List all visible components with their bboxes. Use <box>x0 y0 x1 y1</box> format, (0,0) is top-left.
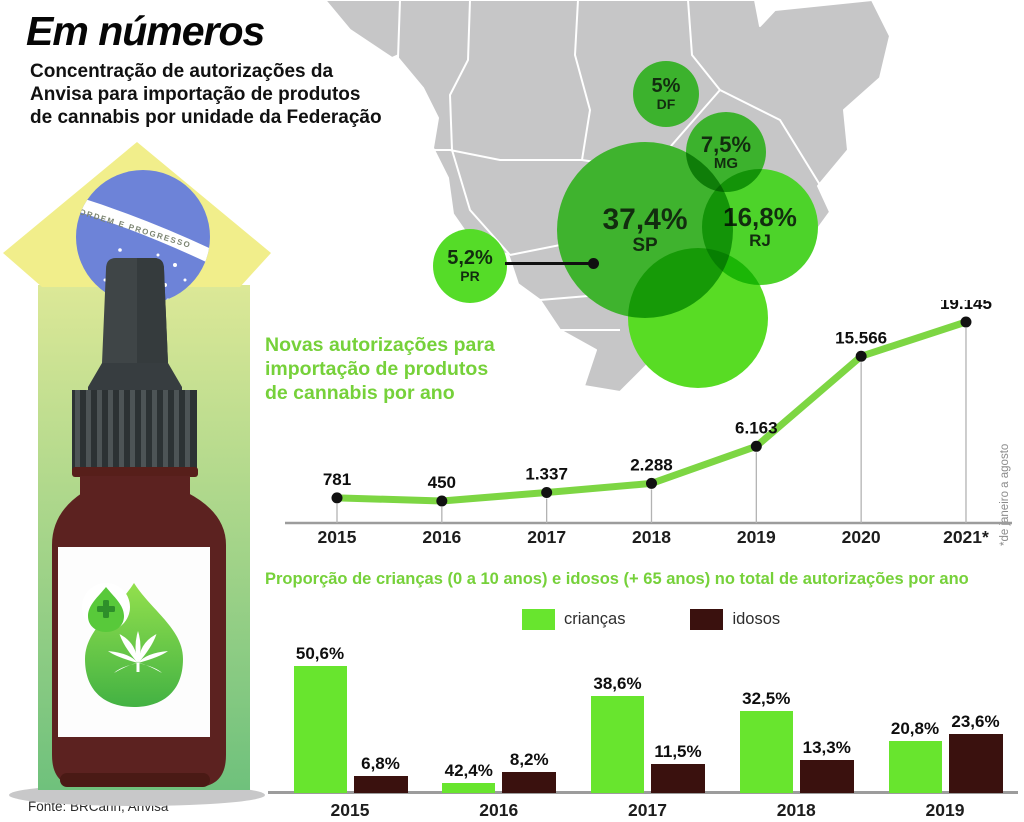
medical-cross-icon <box>97 600 115 618</box>
state-bubbles-layer: 37,4% SP 16,8% RJ 7,5% MG 5% DF 5,2% PR <box>0 0 1024 400</box>
dropper-collar <box>88 363 182 390</box>
bubble-state: DF <box>656 96 676 113</box>
idosos-legend-swatch <box>690 609 724 630</box>
bubble-state: PR <box>460 268 480 285</box>
bottle-bottom-shade <box>60 773 210 787</box>
bar-idosos-2016 <box>502 772 557 793</box>
data-point-label: 19.145 <box>940 300 992 313</box>
x-axis-year: 2018 <box>632 527 671 547</box>
bar-year-2018: 2018 <box>776 800 816 820</box>
bubble-value: 37,4% <box>602 203 688 237</box>
bubble-state: SP <box>632 234 658 256</box>
subtitle-line-1: Concentração de autorizações da <box>30 61 334 82</box>
dropper-bulb-shade <box>137 258 168 363</box>
bar-year-2019: 2019 <box>925 800 965 820</box>
bottle-neck <box>80 476 190 496</box>
bar-year-2016: 2016 <box>479 800 519 820</box>
state-bubble-rj: 16,8% RJ <box>702 169 818 285</box>
bar-chart: 50,6% 6,8% 2015 42,4% 8,2% 2016 38,6% 11,5% 2017… <box>268 640 1020 822</box>
pr-connector-line <box>505 262 595 265</box>
x-axis-year: 2019 <box>737 527 776 547</box>
cannabis-leaf-icon <box>108 631 168 673</box>
state-bubble-mg: 7,5% MG <box>686 112 766 192</box>
label-artwork <box>82 583 183 707</box>
data-point-label: 1.337 <box>525 465 568 484</box>
data-point <box>436 495 448 507</box>
bar-label-idosos-2017: 11,5% <box>654 742 702 761</box>
bar-chart-title: Proporção de crianças (0 a 10 anos) e id… <box>265 570 969 588</box>
x-axis-year: 2017 <box>527 527 566 547</box>
data-point-label: 6.163 <box>735 418 778 437</box>
data-point <box>541 487 553 499</box>
x-axis-year: 2016 <box>422 527 461 547</box>
line-title-line-2: importação de produtos <box>265 358 489 380</box>
bubble-value: 5,2% <box>447 247 493 270</box>
bar-label-criancas-2017: 38,6% <box>593 674 642 693</box>
data-point <box>750 440 762 452</box>
bar-label-criancas-2019: 20,8% <box>890 719 940 738</box>
data-point <box>331 492 343 504</box>
bar-idosos-2015 <box>353 776 408 793</box>
state-bubble-df: 5% DF <box>633 61 699 127</box>
pr-connector-dot <box>588 258 599 269</box>
dropper-bottle <box>52 258 226 787</box>
page-subtitle: Concentração de autorizações da Anvisa p… <box>30 60 382 129</box>
bar-criancas-2015 <box>293 666 347 793</box>
bar-label-criancas-2018: 32,5% <box>742 689 791 708</box>
state-bubble-pr: 5,2% PR <box>433 229 507 303</box>
data-point <box>645 477 657 489</box>
bubble-value: 5% <box>651 75 681 98</box>
bar-label-idosos-2018: 13,3% <box>802 738 851 757</box>
bar-criancas-2016 <box>442 783 496 793</box>
bar-year-2017: 2017 <box>628 800 667 820</box>
x-axis-year: 2020 <box>842 527 881 547</box>
data-point-label: 15.566 <box>835 328 887 347</box>
line-title-line-1: Novas autorizações para <box>265 334 495 356</box>
criancas-legend-label: crianças <box>564 610 626 628</box>
bubble-value: 7,5% <box>700 131 752 157</box>
bubble-state: MG <box>713 154 739 172</box>
line-chart: 781 2015 450 2016 1.337 2017 2.288 2018 6.163 201… <box>285 300 1012 547</box>
subtitle-line-3: de cannabis por unidade da Federação <box>30 107 382 128</box>
bar-idosos-2018 <box>799 760 854 793</box>
data-point-label: 450 <box>428 473 456 492</box>
data-point <box>855 350 867 362</box>
bar-criancas-2019 <box>888 741 942 793</box>
x-axis-year: 2021* <box>943 527 989 547</box>
bottle-lip <box>72 467 198 477</box>
bottle-cap <box>72 390 197 470</box>
page-title: Em números <box>26 8 265 54</box>
data-point-label: 2.288 <box>630 455 673 474</box>
criancas-legend-swatch <box>522 609 555 630</box>
data-point <box>960 316 972 328</box>
flag-arrow-bottle-illustration: ORDEM E PROGRESSO <box>3 142 271 806</box>
bar-label-criancas-2016: 42,4% <box>444 761 493 780</box>
bar-idosos-2017 <box>651 764 705 793</box>
x-axis-year: 2015 <box>318 527 357 547</box>
data-point-label: 781 <box>323 470 351 489</box>
idosos-legend-label: idosos <box>732 610 781 628</box>
line-title-line-3: de cannabis por ano <box>265 382 455 404</box>
bar-criancas-2018 <box>739 711 793 793</box>
bar-label-idosos-2019: 23,6% <box>951 712 1000 731</box>
bar-label-idosos-2016: 8,2% <box>509 750 549 769</box>
bar-label-criancas-2015: 50,6% <box>295 644 345 663</box>
bar-idosos-2019 <box>948 734 1003 793</box>
line-chart-title: Novas autorizações para importação de pr… <box>265 333 495 405</box>
bar-criancas-2017 <box>591 696 644 793</box>
bar-label-idosos-2015: 6,8% <box>361 754 400 773</box>
bar-chart-legend: crianças idosos <box>522 609 780 630</box>
subtitle-line-2: Anvisa para importação de produtos <box>30 84 361 105</box>
bubble-value: 16,8% <box>723 202 797 233</box>
bar-year-2015: 2015 <box>330 800 370 820</box>
bubble-state: RJ <box>749 230 771 250</box>
